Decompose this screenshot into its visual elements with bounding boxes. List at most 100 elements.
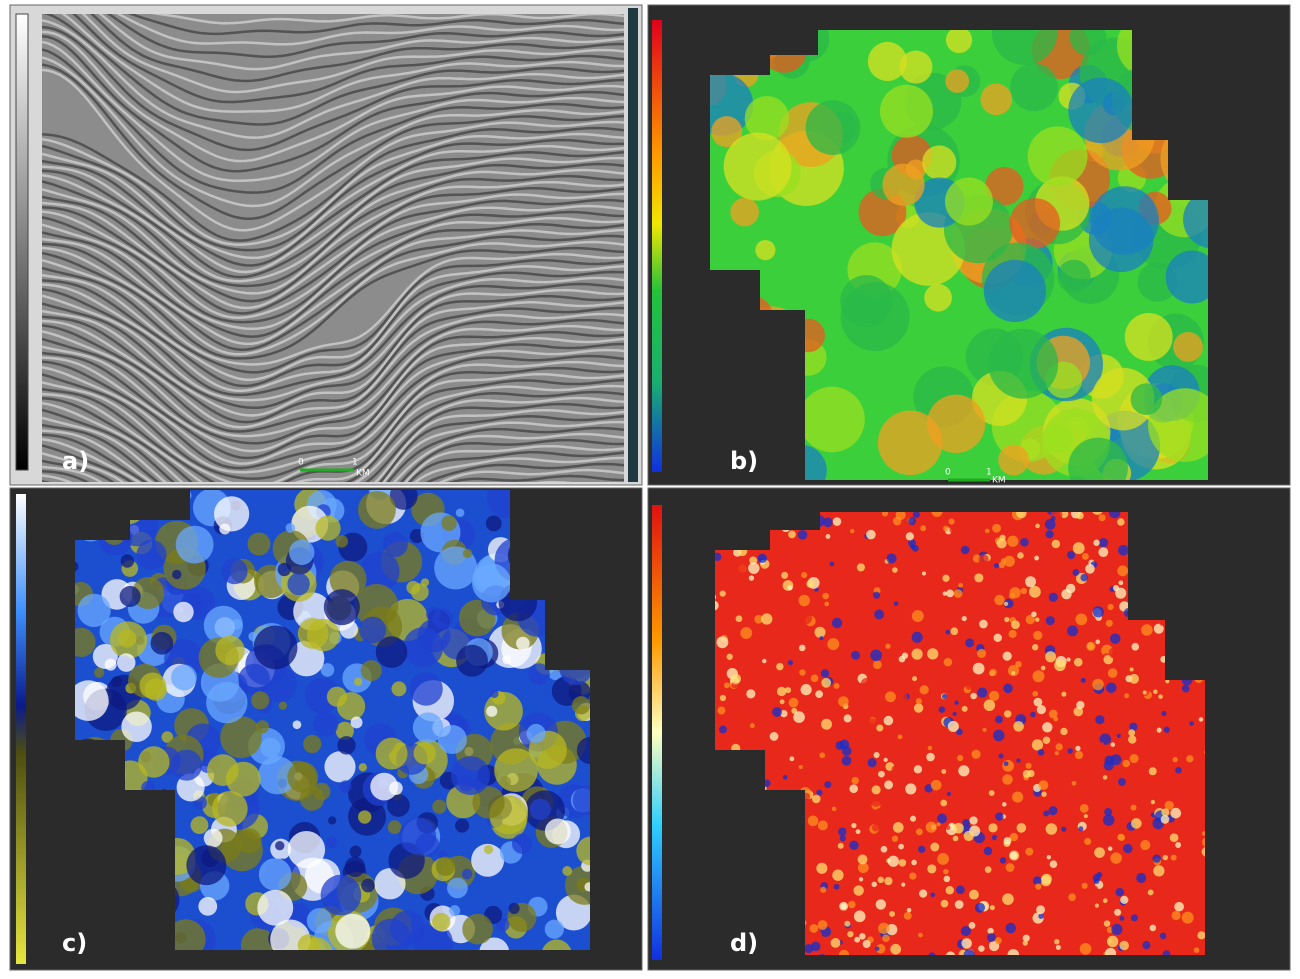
texture <box>1035 883 1041 889</box>
texture <box>962 616 967 621</box>
texture <box>1002 893 1014 905</box>
texture <box>1178 865 1187 874</box>
texture <box>315 516 340 541</box>
texture <box>849 784 858 793</box>
texture <box>1025 848 1033 856</box>
texture <box>1034 556 1039 561</box>
texture <box>971 750 980 759</box>
scale-start: 0 <box>298 458 304 468</box>
texture <box>1156 771 1161 776</box>
texture <box>1103 775 1108 780</box>
texture <box>720 591 726 597</box>
texture <box>999 754 1004 759</box>
texture <box>874 752 880 758</box>
texture <box>911 860 917 866</box>
texture <box>1045 519 1056 530</box>
texture <box>820 748 825 753</box>
texture <box>1068 78 1133 143</box>
texture <box>821 719 832 730</box>
texture <box>918 846 925 853</box>
texture <box>939 706 945 712</box>
texture <box>1117 518 1125 526</box>
texture <box>361 879 375 893</box>
texture <box>783 775 788 780</box>
texture <box>1012 791 1023 802</box>
texture <box>1027 687 1032 692</box>
texture <box>878 923 889 934</box>
texture <box>898 844 904 850</box>
texture <box>1032 670 1044 682</box>
texture <box>980 936 987 943</box>
texture <box>1066 584 1075 593</box>
texture <box>1043 810 1049 816</box>
texture <box>840 835 846 841</box>
texture <box>1116 888 1125 897</box>
texture <box>868 758 877 767</box>
texture <box>901 883 905 887</box>
texture <box>985 866 992 873</box>
texture <box>1104 920 1110 926</box>
texture <box>806 100 861 155</box>
texture <box>350 846 362 858</box>
texture <box>811 675 819 683</box>
texture <box>727 654 733 660</box>
texture <box>876 724 883 731</box>
texture <box>1172 911 1181 920</box>
texture <box>940 800 947 807</box>
texture <box>289 540 314 565</box>
texture <box>509 903 520 914</box>
texture <box>1023 940 1028 945</box>
texture <box>916 698 922 704</box>
texture <box>978 554 988 564</box>
texture <box>339 780 351 792</box>
texture <box>1076 701 1084 709</box>
texture <box>1089 208 1154 273</box>
texture <box>894 601 899 606</box>
scale-end: 1 <box>986 468 992 478</box>
texture <box>819 636 823 640</box>
texture <box>820 759 827 766</box>
texture <box>222 558 248 584</box>
texture <box>1053 717 1058 722</box>
texture <box>988 329 1058 399</box>
texture <box>1067 625 1078 636</box>
texture <box>941 769 946 774</box>
texture <box>1073 542 1085 554</box>
texture <box>1149 767 1157 775</box>
figure: a) b) c) d) 0 1 KM 0 1 KM <box>0 0 1300 975</box>
texture <box>399 818 436 855</box>
texture <box>811 942 820 951</box>
texture <box>919 890 927 898</box>
texture <box>834 683 840 689</box>
texture <box>257 890 293 926</box>
texture <box>1099 742 1105 748</box>
texture <box>998 445 1029 476</box>
texture <box>110 621 147 658</box>
texture <box>173 602 193 622</box>
texture <box>1025 576 1036 587</box>
texture <box>436 857 455 876</box>
texture <box>876 547 882 553</box>
texture <box>853 885 863 895</box>
texture <box>1199 717 1203 721</box>
texture <box>1061 827 1066 832</box>
texture <box>1030 712 1036 718</box>
texture <box>1174 902 1184 912</box>
texture <box>961 546 970 555</box>
texture <box>800 735 807 742</box>
texture <box>1131 818 1142 829</box>
texture <box>912 610 924 622</box>
texture <box>951 786 962 797</box>
texture <box>767 571 777 581</box>
texture <box>359 763 367 771</box>
texture <box>799 387 865 453</box>
texture <box>1073 569 1080 576</box>
texture <box>1095 904 1099 908</box>
texture <box>720 695 726 701</box>
texture <box>1032 739 1043 750</box>
texture <box>937 814 947 824</box>
texture <box>730 198 759 227</box>
texture <box>885 691 896 702</box>
texture <box>562 866 572 876</box>
texture <box>1027 770 1034 777</box>
